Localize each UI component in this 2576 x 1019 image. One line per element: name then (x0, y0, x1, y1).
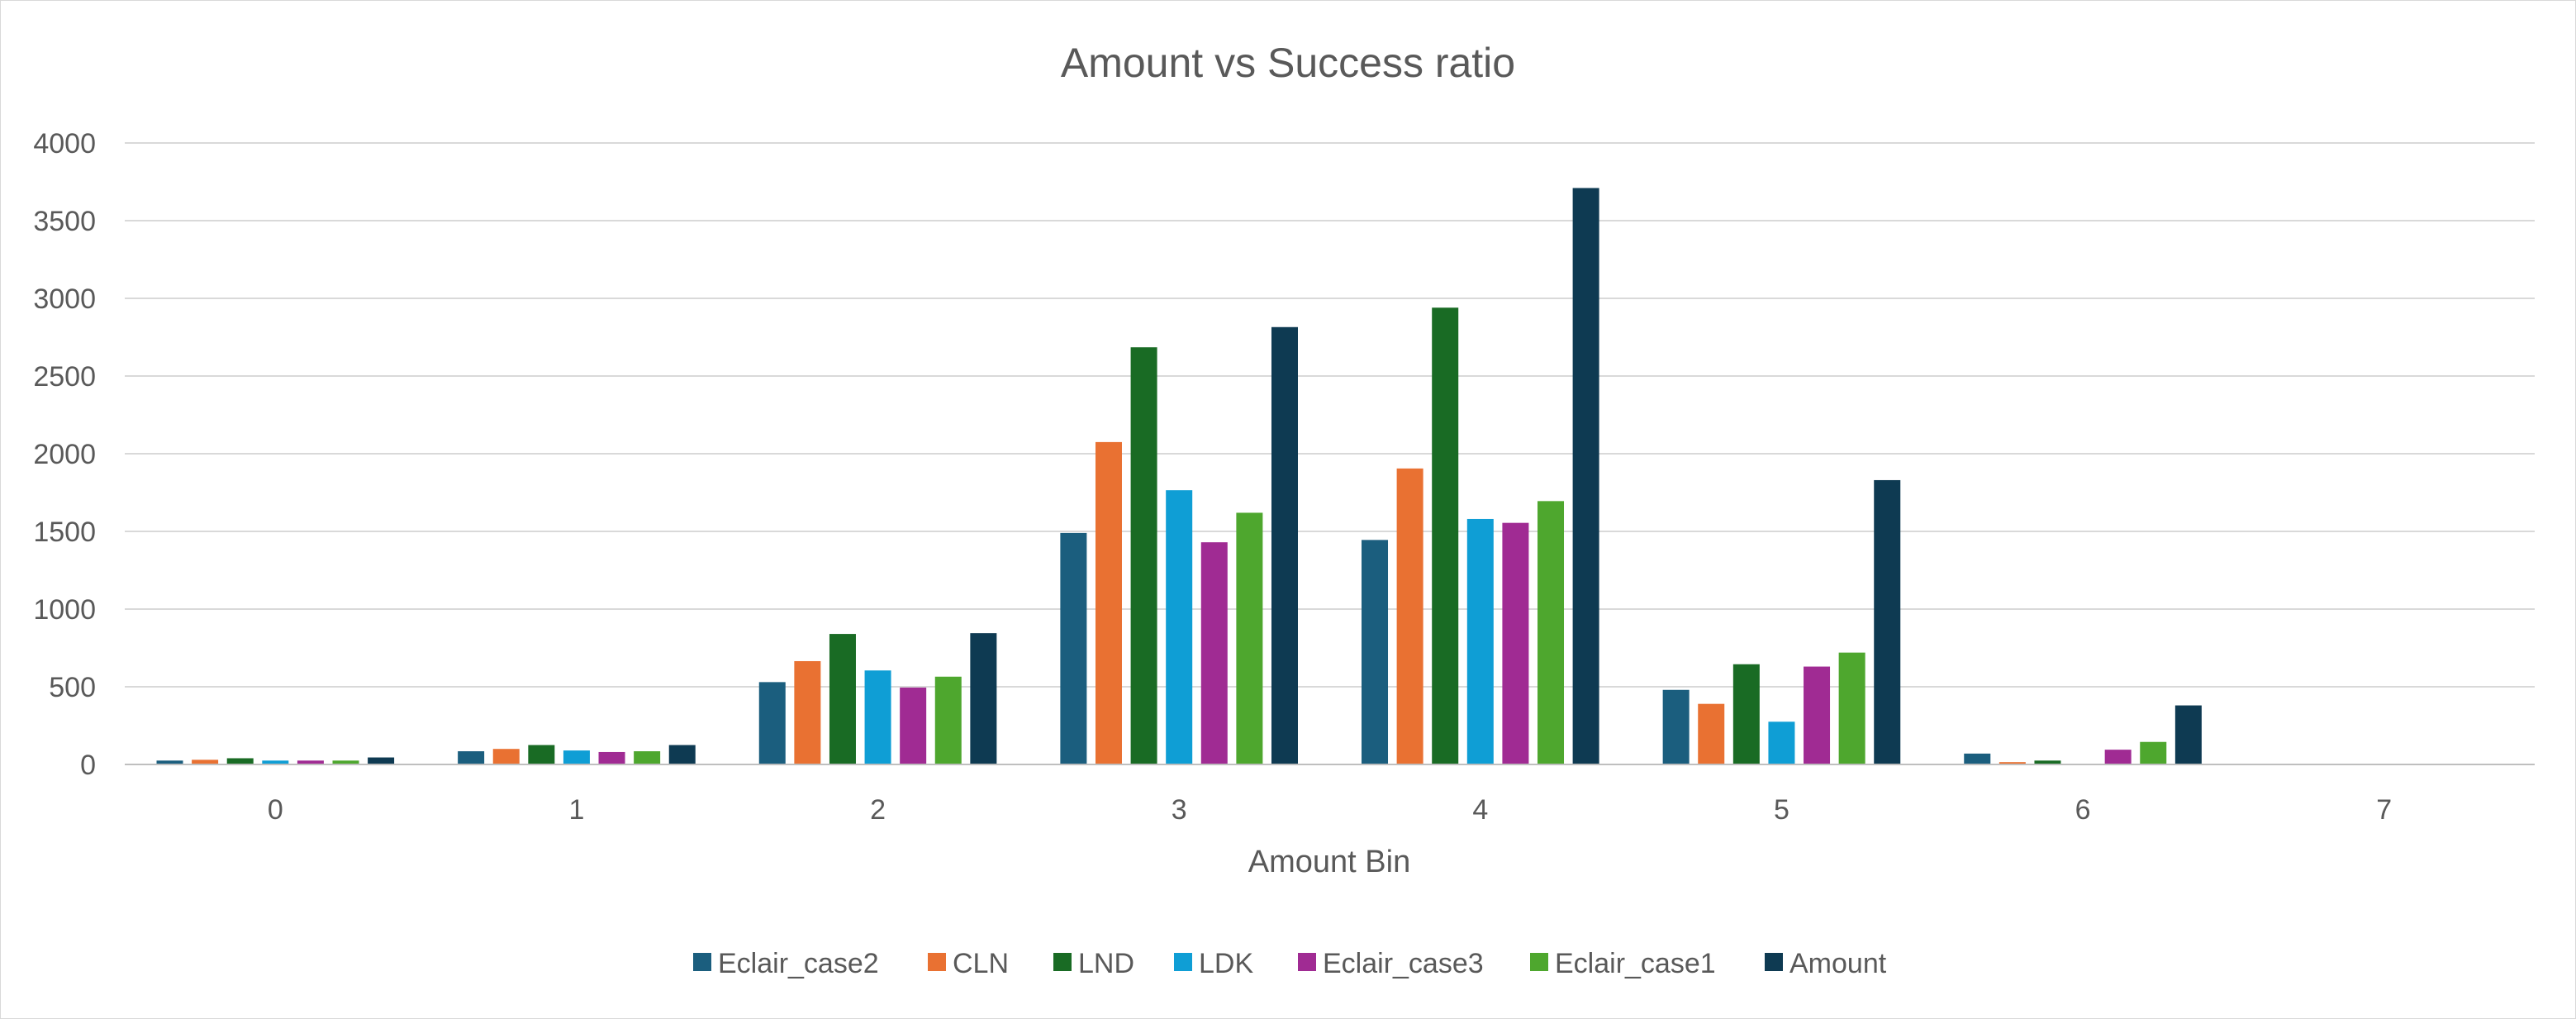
bar-ldk-bin-5 (1768, 721, 1795, 764)
bar-lnd-bin-2 (829, 634, 856, 764)
x-axis-title: Amount Bin (1248, 845, 1410, 879)
bar-cln-bin-3 (1095, 441, 1122, 764)
legend-label-cln: CLN (953, 948, 1009, 979)
bar-eclair-case1-bin-2 (934, 676, 962, 764)
bar-ldk-bin-4 (1466, 518, 1494, 764)
bar-eclair-case3-bin-2 (900, 687, 927, 764)
x-tick-label: 3 (1172, 794, 1187, 826)
legend-label-eclair-case1: Eclair_case1 (1555, 948, 1716, 979)
bar-amount-bin-1 (668, 745, 696, 764)
legend-swatch-eclair-case1 (1530, 953, 1548, 971)
legend-label-eclair-case3: Eclair_case3 (1323, 948, 1484, 979)
bar-ldk-bin-2 (864, 670, 891, 764)
bar-amount-bin-3 (1271, 326, 1298, 764)
bar-eclair-case1-bin-3 (1236, 512, 1263, 764)
bar-cln-bin-4 (1396, 468, 1423, 764)
bar-eclair-case3-bin-1 (598, 751, 625, 764)
bar-lnd-bin-3 (1130, 347, 1157, 764)
bar-eclair-case3-bin-3 (1200, 542, 1228, 764)
legend: Eclair_case2 CLN LND LDK Eclair_case3 Eclair_… (693, 948, 1887, 979)
y-tick-label: 500 (49, 672, 96, 703)
bar-eclair-case1-bin-0 (332, 760, 359, 764)
y-tick-label: 1000 (33, 594, 96, 626)
bar-eclair-case2-bin-2 (758, 682, 786, 764)
bar-eclair-case3-bin-4 (1502, 522, 1529, 764)
gridlines (125, 142, 2535, 688)
bar-eclair-case1-bin-1 (634, 751, 661, 764)
bar-eclair-case3-bin-6 (2104, 750, 2132, 764)
x-tick-label: 0 (268, 794, 283, 826)
bar-lnd-bin-6 (2034, 760, 2061, 764)
bar-eclair-case1-bin-5 (1838, 652, 1865, 764)
bar-cln-bin-1 (492, 749, 520, 764)
y-tick-label: 0 (80, 750, 96, 781)
bar-eclair-case1-bin-6 (2140, 741, 2167, 764)
bar-eclair-case2-bin-5 (1662, 689, 1690, 764)
x-axis-ticks: 0 1 2 3 4 5 6 7 (268, 794, 2392, 826)
legend-label-ldk: LDK (1199, 948, 1253, 979)
bar-eclair-case2-bin-0 (156, 760, 183, 764)
bar-amount-bin-4 (1572, 188, 1599, 764)
bar-ldk-bin-3 (1166, 490, 1193, 764)
x-tick-label: 2 (870, 794, 886, 826)
legend-swatch-eclair-case2 (693, 953, 711, 971)
legend-label-lnd: LND (1078, 948, 1134, 979)
chart-title: Amount vs Success ratio (1061, 40, 1515, 86)
bar-eclair-case2-bin-4 (1362, 540, 1389, 764)
legend-swatch-amount (1765, 953, 1783, 971)
legend-swatch-ldk (1174, 953, 1192, 971)
bar-cln-bin-2 (794, 660, 821, 764)
x-tick-label: 1 (568, 794, 584, 826)
bar-cln-bin-0 (192, 759, 219, 764)
y-axis-ticks: 0 500 1000 1500 2000 2500 3000 3500 4000 (33, 128, 96, 781)
x-tick-label: 5 (1774, 794, 1789, 826)
bar-ldk-bin-1 (563, 750, 590, 764)
legend-label-eclair-case2: Eclair_case2 (718, 948, 879, 979)
bar-cln-bin-6 (1999, 762, 2026, 764)
bar-ldk-bin-0 (262, 760, 289, 764)
y-tick-label: 3500 (33, 206, 96, 237)
bar-amount-bin-0 (368, 757, 395, 764)
legend-label-amount: Amount (1789, 948, 1887, 979)
y-tick-label: 3000 (33, 283, 96, 315)
bar-amount-bin-2 (970, 633, 997, 764)
y-tick-label: 2500 (33, 361, 96, 393)
y-tick-label: 4000 (33, 128, 96, 160)
x-tick-label: 6 (2075, 794, 2091, 826)
bar-eclair-case2-bin-1 (458, 751, 485, 764)
bar-eclair-case3-bin-0 (297, 760, 324, 764)
bars (156, 188, 2202, 764)
x-tick-label: 7 (2376, 794, 2392, 826)
bar-lnd-bin-1 (528, 745, 555, 764)
legend-swatch-lnd (1053, 953, 1072, 971)
bar-eclair-case1-bin-4 (1538, 501, 1565, 764)
bar-lnd-bin-0 (226, 758, 254, 764)
legend-swatch-eclair-case3 (1298, 953, 1316, 971)
bar-eclair-case2-bin-3 (1060, 532, 1087, 764)
x-tick-label: 4 (1472, 794, 1488, 826)
y-tick-label: 2000 (33, 439, 96, 470)
bar-eclair-case2-bin-6 (1964, 753, 1991, 764)
bar-cln-bin-5 (1698, 703, 1725, 764)
bar-amount-bin-6 (2174, 705, 2202, 764)
y-tick-label: 1500 (33, 517, 96, 548)
bar-eclair-case3-bin-5 (1804, 666, 1831, 764)
bar-lnd-bin-4 (1432, 307, 1459, 764)
bar-amount-bin-5 (1874, 479, 1901, 764)
legend-swatch-cln (928, 953, 946, 971)
bar-lnd-bin-5 (1732, 664, 1760, 764)
